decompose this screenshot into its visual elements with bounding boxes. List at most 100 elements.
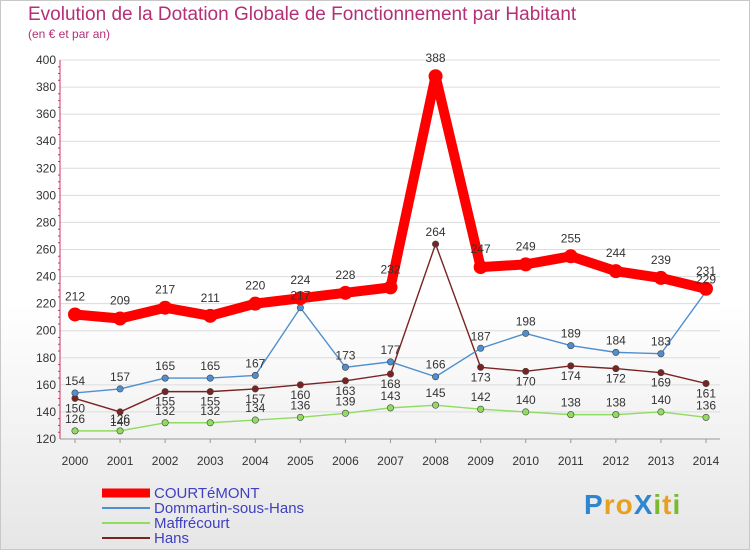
data-label: 138 <box>561 396 581 410</box>
data-point <box>657 350 665 358</box>
data-label: 161 <box>696 387 716 401</box>
data-point <box>386 404 394 412</box>
x-tick-label: 2013 <box>648 454 675 468</box>
logo-letter: r <box>603 489 616 520</box>
y-tick-label: 180 <box>36 351 56 365</box>
x-tick-label: 2014 <box>693 454 720 468</box>
data-label: 177 <box>380 343 400 357</box>
data-label: 249 <box>516 239 536 253</box>
data-label: 157 <box>245 392 265 406</box>
data-label: 155 <box>200 395 220 409</box>
data-label: 134 <box>245 401 265 415</box>
x-tick-label: 2009 <box>467 454 494 468</box>
data-label: 168 <box>380 377 400 391</box>
data-label: 160 <box>290 388 310 402</box>
data-label: 231 <box>696 264 716 278</box>
data-label: 264 <box>426 225 446 239</box>
data-label: 211 <box>201 291 220 305</box>
data-label: 138 <box>606 396 626 410</box>
data-label: 173 <box>471 370 491 384</box>
y-tick-label: 300 <box>36 188 56 202</box>
y-tick-label: 380 <box>36 80 56 94</box>
data-label: 126 <box>65 412 85 426</box>
data-label: 145 <box>426 386 446 400</box>
data-label: 165 <box>200 359 220 373</box>
data-point <box>702 413 710 421</box>
data-label: 232 <box>380 262 400 276</box>
data-point <box>522 367 530 375</box>
y-tick-label: 260 <box>36 243 56 257</box>
x-tick-label: 2000 <box>62 454 89 468</box>
data-label: 139 <box>335 394 355 408</box>
data-label: 165 <box>155 359 175 373</box>
data-labels: 212 209 217 211 220 224 228 232 388 247 249 255 244 2… <box>65 51 716 429</box>
data-label: 140 <box>110 415 130 429</box>
y-tick-label: 340 <box>36 134 56 148</box>
y-tick-label: 320 <box>36 161 56 175</box>
data-point <box>71 427 79 435</box>
x-tick-label: 2007 <box>377 454 404 468</box>
data-point <box>206 374 214 382</box>
data-label: 239 <box>651 253 671 267</box>
data-point <box>68 307 82 322</box>
data-label: 140 <box>516 393 536 407</box>
y-tick-label: 140 <box>36 405 56 419</box>
data-label: 155 <box>155 395 175 409</box>
data-label: 172 <box>606 372 626 386</box>
x-tick-label: 2006 <box>332 454 359 468</box>
data-point <box>71 389 79 397</box>
data-point <box>477 405 485 413</box>
data-label: 169 <box>651 376 671 390</box>
data-point <box>203 308 218 323</box>
data-point <box>612 348 620 356</box>
data-point <box>251 385 259 393</box>
data-point <box>432 373 440 381</box>
data-label: 187 <box>471 329 491 343</box>
data-label: 157 <box>110 370 130 384</box>
data-point <box>477 363 485 371</box>
data-point <box>161 419 169 427</box>
data-label: 126 <box>110 412 130 426</box>
data-point <box>296 304 304 312</box>
data-label: 143 <box>380 389 400 403</box>
data-label: 189 <box>561 327 581 341</box>
logo-letter: o <box>615 489 634 520</box>
legend-label: COURTéMONT <box>154 485 260 502</box>
data-point <box>338 285 353 300</box>
y-tick-label: 120 <box>36 432 56 446</box>
data-label: 184 <box>606 333 626 347</box>
data-point <box>567 362 575 370</box>
data-point <box>518 257 533 272</box>
x-tick-label: 2012 <box>603 454 630 468</box>
data-label: 229 <box>696 272 716 286</box>
logo-letter: i <box>653 489 663 520</box>
x-axis-ticks: 2000 2001 2002 2003 2004 2005 2006 2007 2008 2009… <box>62 454 720 468</box>
x-tick-label: 2008 <box>422 454 449 468</box>
axes <box>58 60 720 443</box>
data-label: 154 <box>65 374 85 388</box>
data-point <box>653 270 668 285</box>
x-tick-label: 2011 <box>558 454 584 468</box>
data-label: 388 <box>426 51 446 65</box>
data-label: 170 <box>516 374 536 388</box>
data-label: 136 <box>696 398 716 412</box>
data-label: 132 <box>200 404 220 418</box>
data-point <box>612 411 620 419</box>
data-point <box>657 369 665 377</box>
legend-label: Hans <box>154 530 189 547</box>
data-label: 173 <box>335 348 355 362</box>
data-point <box>116 385 124 393</box>
y-tick-label: 400 <box>36 53 56 67</box>
data-label: 217 <box>290 289 310 303</box>
data-label: 228 <box>335 268 355 282</box>
chart-title: Evolution de la Dotation Globale de Fonc… <box>28 4 577 25</box>
y-tick-label: 160 <box>36 378 56 392</box>
data-label: 166 <box>426 358 446 372</box>
logo-letter: i <box>672 489 682 520</box>
data-point <box>563 249 578 264</box>
y-tick-label: 240 <box>36 270 56 284</box>
data-point <box>158 300 173 315</box>
x-tick-label: 2005 <box>287 454 314 468</box>
data-point <box>161 388 169 396</box>
